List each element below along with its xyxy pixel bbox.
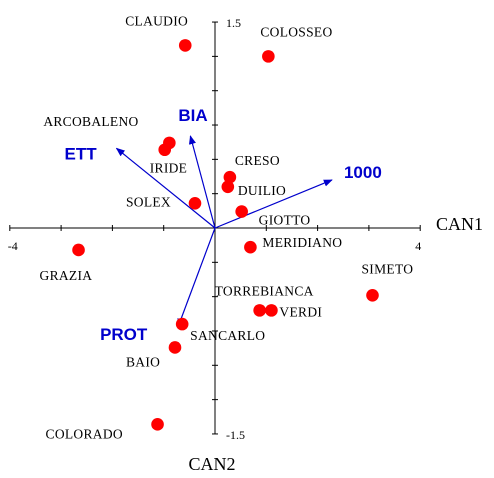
point-label-torrebianca: TORREBIANCA <box>215 283 314 298</box>
point-label-grazia: GRAZIA <box>40 268 93 283</box>
point-giotto <box>235 205 248 218</box>
point-colosseo <box>262 50 275 63</box>
point-colorado <box>151 418 164 431</box>
point-label-verdi: VERDI <box>279 304 322 319</box>
point-simeto <box>366 288 379 302</box>
point-torrebianca <box>253 304 266 317</box>
x-tick-label-max: 4 <box>415 239 421 253</box>
point-meridiano <box>244 240 257 254</box>
point-label-sancarlo: SANCARLO <box>190 328 265 343</box>
point-label-arcobaleno: ARCOBALENO <box>43 114 138 129</box>
x-tick-label-min: -4 <box>8 239 18 253</box>
loading-vectors <box>115 135 333 328</box>
point-label-giotto: GIOTTO <box>259 213 311 228</box>
point-label-colosseo: COLOSSEO <box>260 24 332 39</box>
point-label-creso: CRESO <box>235 153 280 168</box>
point-label-baio: BAIO <box>126 354 160 369</box>
point-label-meridiano: MERIDIANO <box>262 235 342 250</box>
point-label-solex: SOLEX <box>126 194 171 209</box>
vector-ett <box>115 147 216 229</box>
scatter-points <box>72 39 379 431</box>
point-label-simeto: SIMETO <box>361 261 413 276</box>
point-solex <box>188 196 202 210</box>
vector-label-ett: ETT <box>65 144 98 163</box>
x-axis-title: CAN1 <box>436 214 483 234</box>
point-verdi <box>265 304 278 317</box>
point-creso <box>223 170 237 184</box>
vector-label-bia: BIA <box>178 106 207 125</box>
point-label-iride: IRIDE <box>150 161 188 176</box>
point-sancarlo <box>175 317 189 331</box>
y-tick-label-min: -1.5 <box>226 428 245 442</box>
point-label-colorado: COLORADO <box>46 426 123 441</box>
vector-prot <box>177 227 216 328</box>
point-baio <box>168 341 182 354</box>
y-tick-label-max: 1.5 <box>226 16 241 30</box>
point-iride <box>158 143 172 157</box>
point-label-duilio: DUILIO <box>238 183 286 198</box>
vector-label-prot: PROT <box>100 325 148 344</box>
point-labels: CLAUDIO COLOSSEO ARCOBALENO IRIDE CRESO DUILI… <box>40 13 413 441</box>
point-label-claudio: CLAUDIO <box>125 13 188 28</box>
point-grazia <box>72 243 85 257</box>
vector-labels: BIA ETT 1000 PROT <box>65 106 382 344</box>
y-axis-title: CAN2 <box>188 454 235 474</box>
point-claudio <box>178 39 192 52</box>
vector-1000 <box>214 179 333 229</box>
axis-ticks <box>9 21 421 435</box>
point-duilio <box>221 180 235 194</box>
vector-label-1000: 1000 <box>344 163 382 182</box>
vector-bia <box>188 135 216 229</box>
